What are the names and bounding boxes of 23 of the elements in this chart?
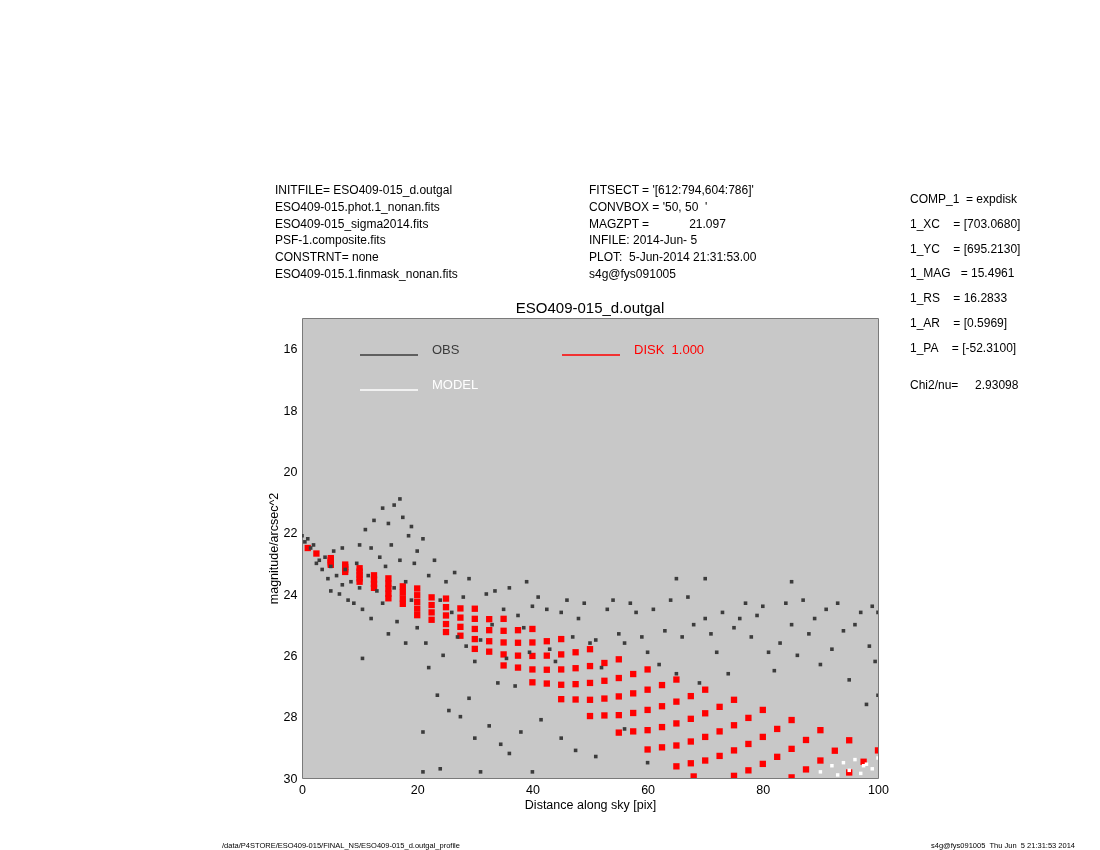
y-axis-title: magnitude/arcsec^2 xyxy=(266,492,281,605)
y-tick-label: 20 xyxy=(283,464,298,479)
x-tick-label: 0 xyxy=(299,782,307,797)
y-tick-label: 28 xyxy=(283,710,298,725)
text: COMP_1 = expdisk 1_XC = [703.0680] 1_YC = [695.2130] 1_MAG = 15.4961 1_RS = 16.2833 1_AR = [0.5969] 1_PA = [-52.3100] xyxy=(910,192,1021,355)
y-tick-label: 22 xyxy=(283,526,298,541)
y-tick-label: 18 xyxy=(283,403,298,418)
y-tick-label: 24 xyxy=(283,587,298,602)
legend-label: OBS xyxy=(432,342,460,357)
x-tick-label: 100 xyxy=(868,782,889,797)
x-axis-title: Distance along sky [pix] xyxy=(524,798,657,812)
text: Chi2/nu= 2.93098 xyxy=(910,378,1019,392)
x-tick-label: 40 xyxy=(525,782,540,797)
x-tick-label: 80 xyxy=(756,782,771,797)
text: FITSECT = '[612:794,604:786]' CONVBOX = '50, 50 ' MAGZPT = 21.097 INFILE: 2014-Jun- 5 PLOT: 5-Jun-2014 21:31:53.00 s4g@fys091005 xyxy=(589,183,757,281)
y-tick-label: 30 xyxy=(283,771,298,786)
y-tick-label: 16 xyxy=(283,342,298,357)
y-tick-label: 26 xyxy=(283,648,298,663)
x-tick-label: 60 xyxy=(641,782,656,797)
legend-label: DISK 1.000 xyxy=(634,342,705,357)
chart-title: ESO409-015_d.outgal xyxy=(515,299,665,316)
x-tick-label: 20 xyxy=(410,782,425,797)
text: INITFILE= ESO409-015_d.outgal ESO409-015.phot.1_nonan.fits ESO409-015_sigma2014.fits PSF-1.composite.fits CONSTRNT= none ESO409-015.1.finmask_nonan.fits xyxy=(275,183,458,281)
